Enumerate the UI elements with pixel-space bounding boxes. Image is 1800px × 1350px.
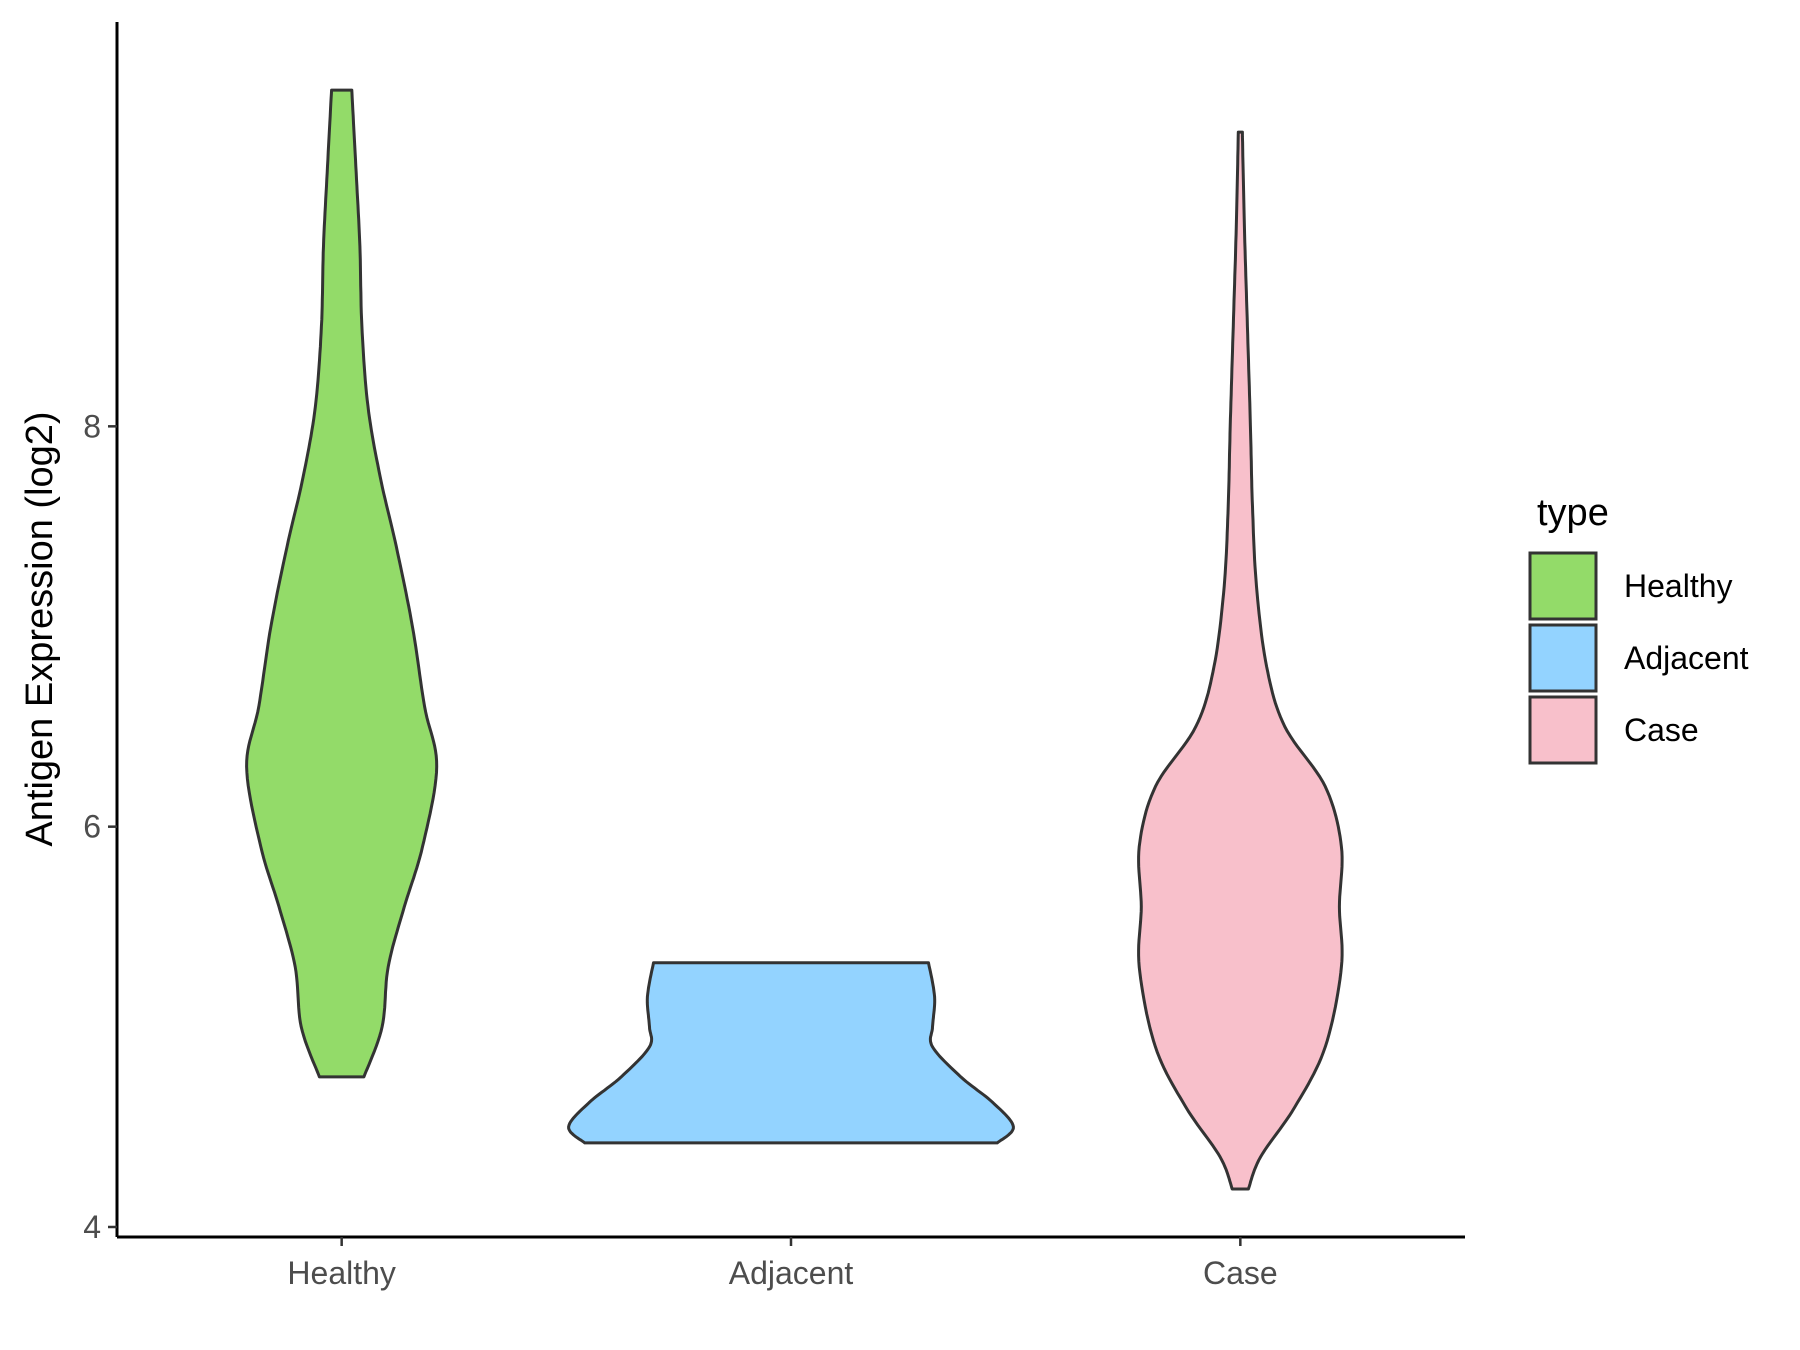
legend-title: type bbox=[1537, 492, 1609, 534]
violins-layer bbox=[245, 88, 1344, 1191]
x-tick-label: Adjacent bbox=[729, 1255, 854, 1291]
legend: type Healthy Adjacent Case bbox=[1528, 492, 1749, 765]
legend-key-adjacent bbox=[1528, 623, 1598, 693]
x-tick-label: Healthy bbox=[287, 1255, 396, 1291]
y-tick-label: 8 bbox=[83, 408, 101, 444]
legend-label: Adjacent bbox=[1624, 640, 1749, 676]
x-ticks: Healthy Adjacent Case bbox=[287, 1237, 1278, 1291]
y-ticks: 4 6 8 bbox=[83, 408, 117, 1245]
y-tick-label: 4 bbox=[83, 1209, 101, 1245]
legend-items: Healthy Adjacent Case bbox=[1528, 551, 1749, 765]
y-tick-label: 6 bbox=[83, 809, 101, 845]
legend-key-case bbox=[1528, 695, 1598, 765]
x-tick-label: Case bbox=[1203, 1255, 1278, 1291]
violin-healthy bbox=[245, 88, 439, 1079]
y-axis-title: Antigen Expression (log2) bbox=[19, 411, 61, 846]
legend-key-healthy bbox=[1528, 551, 1598, 621]
legend-label: Healthy bbox=[1624, 568, 1733, 604]
violin-case bbox=[1137, 130, 1344, 1191]
violin-adjacent bbox=[567, 961, 1015, 1145]
legend-label: Case bbox=[1624, 712, 1699, 748]
